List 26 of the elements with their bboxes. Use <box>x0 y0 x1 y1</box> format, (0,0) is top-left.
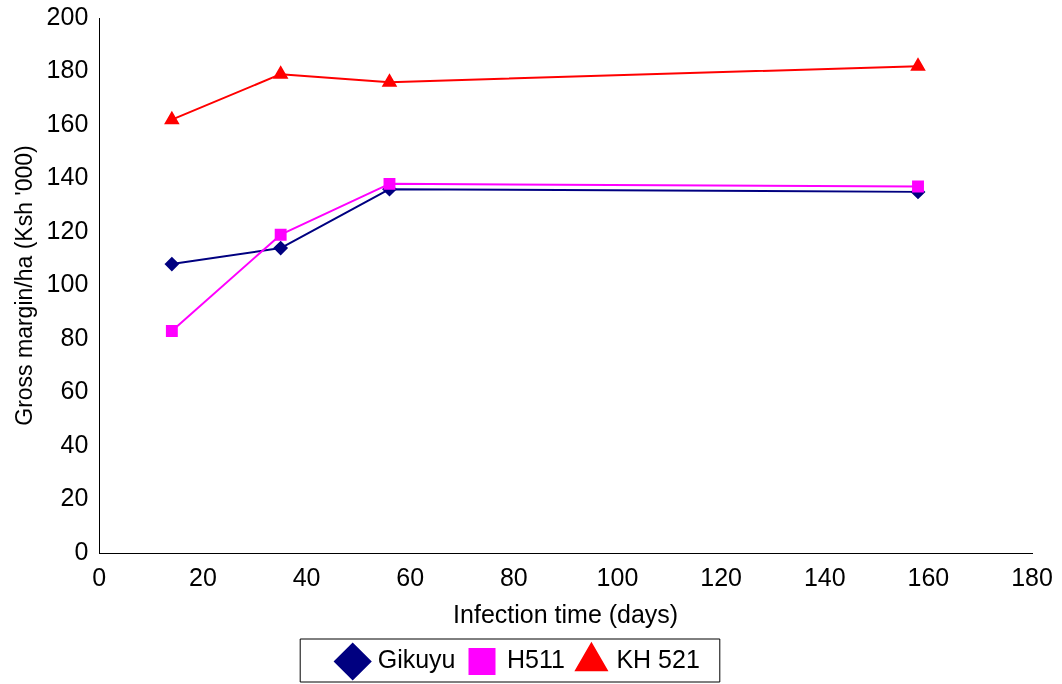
legend-label: KH 521 <box>616 645 700 674</box>
x-tick-label: 100 <box>596 562 639 591</box>
x-tick-label: 180 <box>1011 562 1053 591</box>
x-tick-label: 40 <box>292 562 321 591</box>
x-tick-label: 140 <box>803 562 846 591</box>
x-tick-label: 80 <box>499 562 528 591</box>
y-tick-label: 60 <box>60 376 89 405</box>
x-tick-label: 120 <box>700 562 742 591</box>
x-tick-label: 20 <box>189 562 217 591</box>
y-tick-label: 20 <box>60 483 89 512</box>
y-axis-title: Gross margin/ha (Ksh '000) <box>11 145 38 426</box>
x-axis-title: Infection time (days) <box>453 599 679 628</box>
y-tick-label: 100 <box>46 269 89 298</box>
x-tick-label: 160 <box>907 562 950 591</box>
y-tick-label: 160 <box>46 108 89 137</box>
y-tick-label: 140 <box>46 162 89 191</box>
x-tick-label: 60 <box>396 562 425 591</box>
y-tick-label: 200 <box>46 1 89 30</box>
legend-label: Gikuyu <box>377 645 456 674</box>
y-tick-label: 180 <box>46 55 89 84</box>
legend-label: H511 <box>507 645 565 674</box>
x-tick-label: 0 <box>92 562 107 591</box>
y-tick-label: 0 <box>74 536 89 565</box>
y-tick-label: 40 <box>60 429 89 458</box>
y-tick-label: 80 <box>60 322 89 351</box>
y-tick-label: 120 <box>46 215 89 244</box>
